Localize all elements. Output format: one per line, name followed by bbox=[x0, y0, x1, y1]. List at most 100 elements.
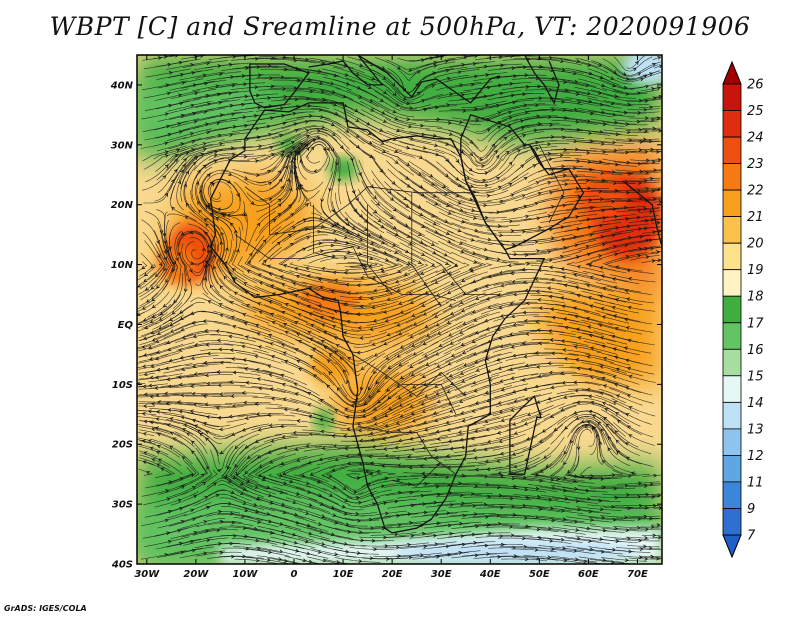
streamline bbox=[173, 311, 218, 324]
streamline bbox=[601, 150, 647, 154]
streamline bbox=[532, 307, 578, 314]
streamline-arrow bbox=[537, 84, 542, 89]
streamline bbox=[362, 151, 398, 187]
streamline bbox=[347, 127, 390, 153]
streamline bbox=[223, 392, 270, 395]
streamline-arrow bbox=[408, 392, 413, 397]
streamline-arrow bbox=[580, 419, 585, 424]
streamline bbox=[265, 345, 309, 365]
streamline bbox=[365, 273, 411, 286]
streamline-arrow bbox=[447, 439, 452, 444]
streamline-arrow bbox=[342, 331, 347, 335]
streamline bbox=[260, 68, 307, 72]
streamline bbox=[577, 232, 623, 243]
streamline bbox=[230, 496, 276, 512]
streamline-arrow bbox=[513, 464, 518, 469]
streamline-arrow bbox=[615, 394, 620, 398]
streamline bbox=[539, 79, 585, 87]
streamline-arrow bbox=[307, 103, 312, 108]
streamline bbox=[543, 403, 588, 420]
streamline-arrow bbox=[182, 428, 186, 432]
streamline-arrow bbox=[424, 394, 429, 398]
streamline bbox=[475, 90, 522, 98]
streamline bbox=[344, 111, 388, 134]
streamline-arrow bbox=[644, 536, 649, 540]
streamline bbox=[384, 482, 431, 488]
streamline-arrow bbox=[207, 262, 212, 267]
streamline bbox=[180, 79, 227, 89]
streamline-arrow bbox=[550, 135, 555, 139]
streamline-arrow bbox=[368, 394, 373, 399]
streamline-arrow bbox=[258, 464, 263, 468]
streamline bbox=[201, 362, 248, 365]
streamline bbox=[524, 526, 570, 532]
streamline bbox=[238, 327, 284, 343]
streamline bbox=[629, 219, 662, 223]
streamline-arrow bbox=[384, 453, 389, 458]
streamline bbox=[233, 517, 279, 528]
streamline bbox=[360, 67, 400, 95]
streamline-arrow bbox=[211, 182, 215, 187]
streamline bbox=[604, 261, 643, 272]
streamline bbox=[591, 160, 638, 167]
streamline-arrow bbox=[392, 207, 397, 212]
streamline bbox=[282, 137, 318, 171]
streamline bbox=[244, 235, 265, 271]
streamline-arrow bbox=[344, 73, 349, 77]
streamline-arrow bbox=[385, 288, 389, 293]
streamline bbox=[602, 158, 649, 164]
streamline-arrow bbox=[435, 462, 440, 467]
streamline bbox=[257, 133, 302, 150]
streamline bbox=[344, 211, 385, 240]
streamline-arrow bbox=[355, 495, 360, 500]
streamline bbox=[532, 353, 579, 356]
streamline-arrow bbox=[536, 364, 541, 369]
streamline-arrow bbox=[550, 205, 556, 209]
streamline bbox=[435, 521, 482, 527]
streamline-arrow bbox=[508, 182, 513, 187]
streamline-arrow bbox=[392, 92, 397, 96]
streamline-arrow bbox=[166, 124, 171, 129]
streamline bbox=[420, 321, 463, 344]
streamline bbox=[524, 179, 570, 192]
streamline-arrow bbox=[505, 151, 510, 155]
streamline-arrow bbox=[524, 288, 529, 293]
streamline-arrow bbox=[345, 282, 350, 287]
streamline bbox=[506, 290, 553, 294]
streamline bbox=[626, 171, 662, 174]
streamline-arrow bbox=[483, 348, 488, 353]
streamline bbox=[507, 333, 554, 338]
streamline bbox=[366, 454, 413, 457]
streamline bbox=[186, 374, 233, 378]
streamline-arrow bbox=[644, 219, 649, 223]
streamline bbox=[488, 205, 535, 214]
streamline-arrow bbox=[590, 206, 595, 210]
streamline bbox=[169, 80, 215, 91]
streamline bbox=[168, 108, 214, 120]
streamline bbox=[571, 272, 617, 284]
streamline bbox=[300, 148, 328, 172]
streamline-arrow bbox=[658, 64, 662, 69]
streamline bbox=[473, 252, 519, 263]
streamline bbox=[174, 230, 182, 282]
streamline-arrow bbox=[281, 343, 286, 347]
streamline bbox=[396, 552, 442, 558]
streamline-arrow bbox=[526, 261, 531, 266]
streamline bbox=[208, 242, 220, 293]
streamline bbox=[258, 198, 296, 234]
streamline bbox=[385, 189, 426, 218]
streamline-arrow bbox=[598, 294, 603, 299]
streamline-arrow bbox=[240, 481, 244, 486]
streamline bbox=[430, 436, 476, 445]
streamline bbox=[307, 245, 353, 252]
streamline bbox=[652, 159, 661, 161]
streamline-arrow bbox=[164, 192, 169, 197]
streamline bbox=[546, 324, 592, 334]
x-tick-label: 30W bbox=[134, 569, 160, 580]
streamline-arrow bbox=[430, 242, 435, 246]
streamline-arrow bbox=[638, 148, 643, 152]
streamline-arrow bbox=[588, 509, 593, 514]
streamline-arrow bbox=[541, 429, 546, 433]
streamline bbox=[405, 415, 451, 429]
